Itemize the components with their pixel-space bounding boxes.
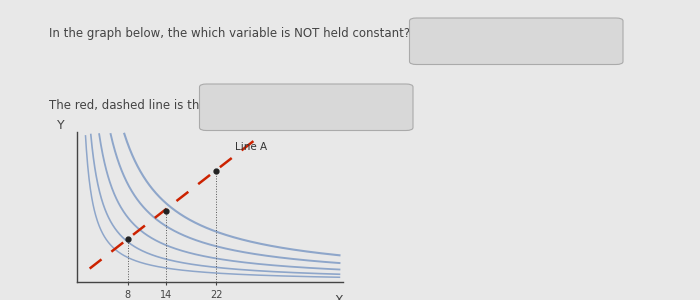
Text: Y: Y	[57, 119, 65, 132]
Text: ▲
▼: ▲ ▼	[601, 37, 606, 46]
Text: Line A: Line A	[235, 142, 267, 152]
Text: [ Select ]: [ Select ]	[215, 102, 265, 112]
Text: ▲
▼: ▲ ▼	[391, 103, 395, 112]
Text: X: X	[335, 295, 343, 300]
Text: In the graph below, the which variable is NOT held constant?: In the graph below, the which variable i…	[49, 27, 410, 40]
Text: [ Select ]: [ Select ]	[425, 36, 475, 46]
Text: The red, dashed line is the: The red, dashed line is the	[49, 99, 206, 112]
